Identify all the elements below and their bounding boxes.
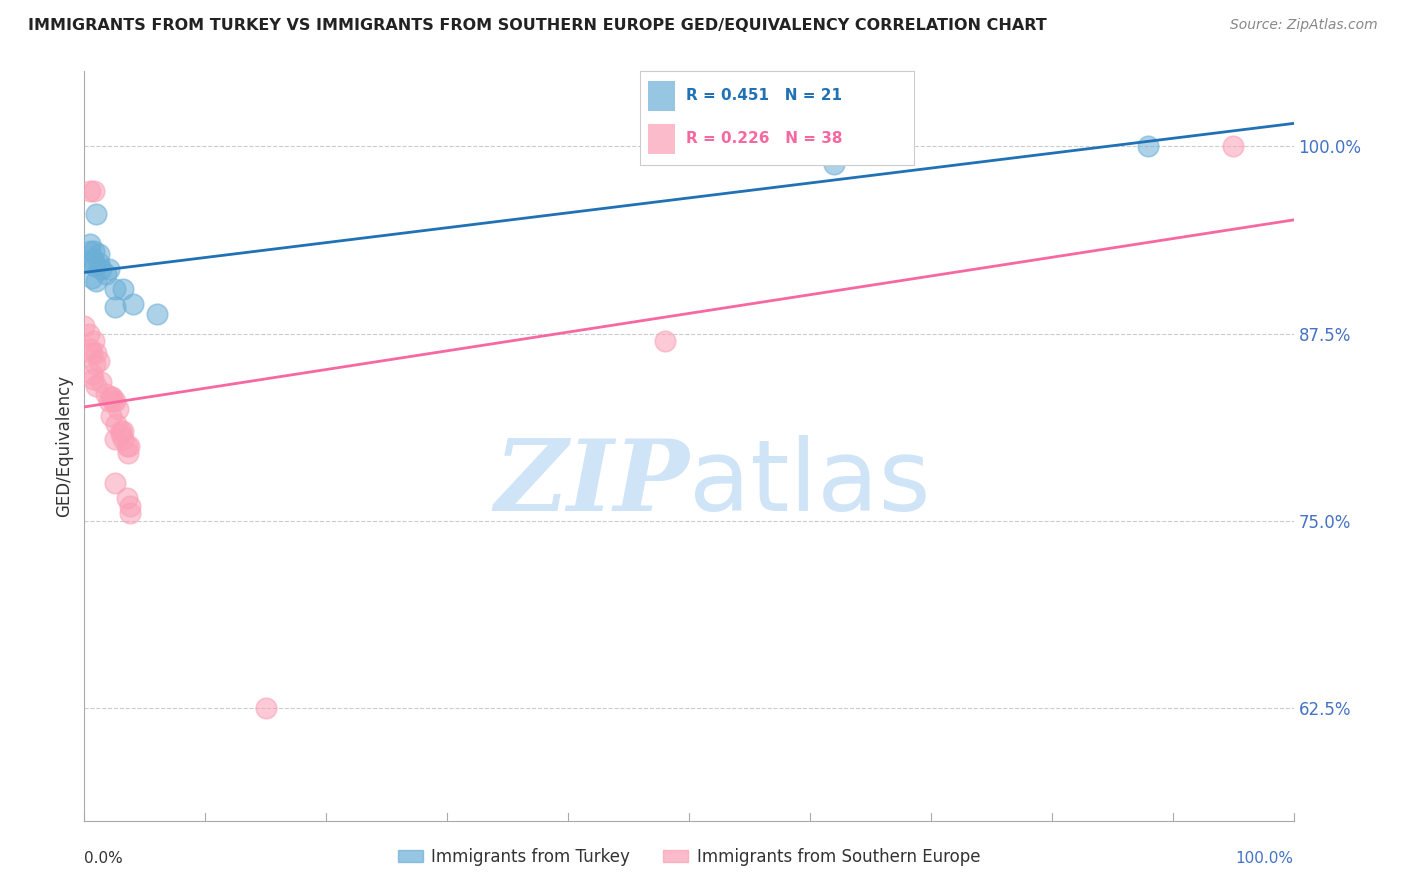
Point bbox=[103, 394, 125, 409]
Point bbox=[120, 507, 142, 521]
Point bbox=[87, 256, 110, 270]
Point bbox=[823, 157, 845, 171]
Point bbox=[77, 326, 100, 341]
Point bbox=[82, 371, 104, 385]
Point bbox=[82, 252, 104, 266]
Point bbox=[112, 432, 135, 446]
Point bbox=[80, 256, 103, 270]
Text: R = 0.226   N = 38: R = 0.226 N = 38 bbox=[686, 131, 842, 146]
Point bbox=[73, 319, 96, 334]
Point bbox=[87, 247, 110, 261]
Point bbox=[84, 259, 107, 273]
Point bbox=[101, 390, 124, 404]
Point bbox=[97, 394, 120, 409]
Text: 0.0%: 0.0% bbox=[84, 851, 124, 865]
Point bbox=[104, 417, 127, 431]
Point bbox=[97, 262, 120, 277]
Text: R = 0.451   N = 21: R = 0.451 N = 21 bbox=[686, 88, 842, 103]
Point bbox=[104, 300, 127, 314]
Point bbox=[80, 271, 103, 285]
Text: Source: ZipAtlas.com: Source: ZipAtlas.com bbox=[1230, 18, 1378, 32]
Point bbox=[84, 357, 107, 371]
Point bbox=[112, 424, 135, 438]
Point bbox=[104, 432, 127, 446]
Point bbox=[121, 296, 143, 310]
Point bbox=[86, 274, 108, 288]
Point bbox=[115, 491, 138, 506]
Point bbox=[90, 262, 112, 277]
Point bbox=[94, 267, 117, 281]
Point bbox=[1137, 139, 1160, 153]
Text: 100.0%: 100.0% bbox=[1236, 851, 1294, 865]
Text: atlas: atlas bbox=[689, 435, 931, 532]
Point bbox=[654, 334, 676, 348]
Point bbox=[79, 236, 101, 251]
Point bbox=[86, 379, 108, 393]
Y-axis label: GED/Equivalency: GED/Equivalency bbox=[55, 375, 73, 517]
Point bbox=[1222, 139, 1244, 153]
Point bbox=[83, 334, 105, 348]
Point bbox=[104, 282, 127, 296]
Point bbox=[90, 375, 112, 389]
Point bbox=[120, 499, 142, 513]
Legend: Immigrants from Turkey, Immigrants from Southern Europe: Immigrants from Turkey, Immigrants from … bbox=[391, 841, 987, 872]
Point bbox=[254, 701, 277, 715]
Point bbox=[80, 346, 103, 360]
Point bbox=[86, 346, 108, 360]
Bar bbox=[648, 124, 675, 153]
Point bbox=[110, 424, 132, 438]
Point bbox=[104, 476, 127, 491]
Point bbox=[118, 439, 141, 453]
Point bbox=[87, 353, 110, 368]
Point bbox=[94, 386, 117, 401]
Text: IMMIGRANTS FROM TURKEY VS IMMIGRANTS FROM SOUTHERN EUROPE GED/EQUIVALENCY CORREL: IMMIGRANTS FROM TURKEY VS IMMIGRANTS FRO… bbox=[28, 18, 1047, 33]
Point bbox=[112, 282, 135, 296]
Point bbox=[110, 427, 132, 442]
Point bbox=[117, 446, 139, 460]
Point bbox=[79, 184, 101, 198]
Point bbox=[80, 367, 103, 381]
Point bbox=[79, 342, 101, 356]
Point bbox=[115, 439, 138, 453]
Point bbox=[83, 244, 105, 259]
Point bbox=[107, 401, 129, 416]
Point bbox=[79, 244, 101, 259]
Bar bbox=[648, 81, 675, 111]
Point bbox=[104, 394, 127, 409]
Text: ZIP: ZIP bbox=[494, 435, 689, 532]
Point bbox=[146, 307, 169, 321]
Point bbox=[86, 207, 108, 221]
Point bbox=[100, 409, 122, 423]
Point bbox=[100, 390, 122, 404]
Point bbox=[83, 184, 105, 198]
